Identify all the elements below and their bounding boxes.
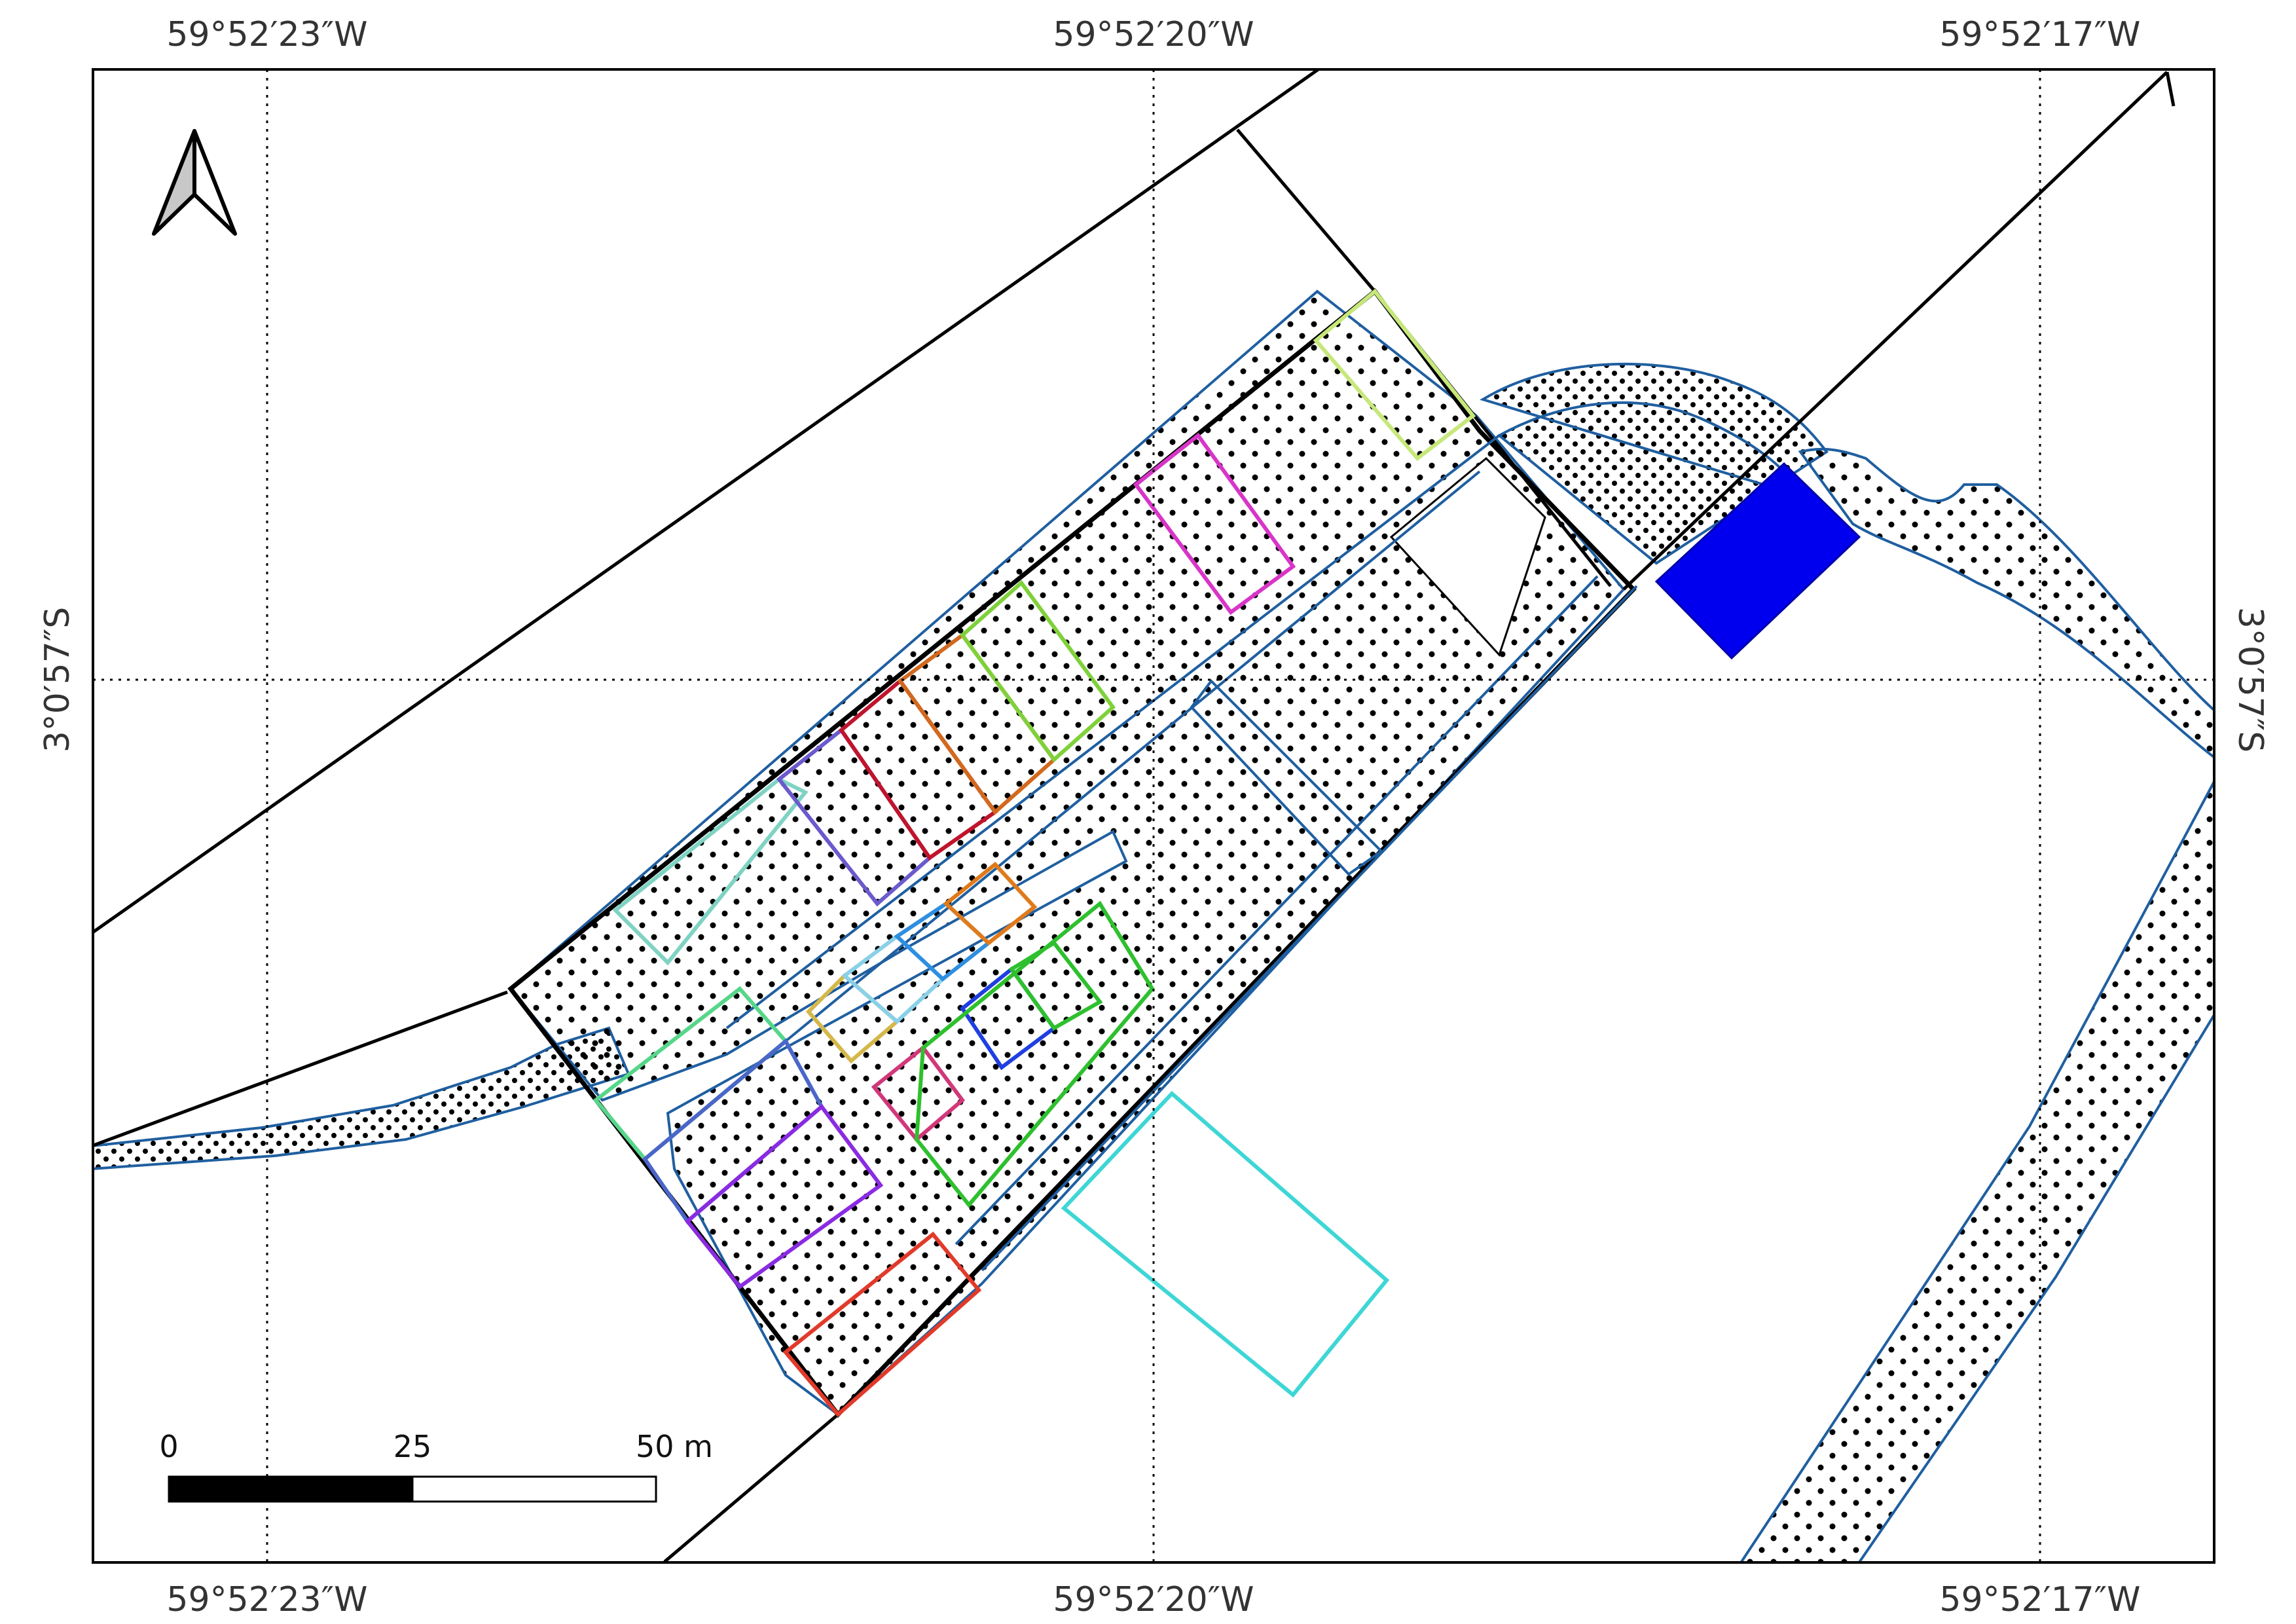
- parcel-line-ne2: [2165, 71, 2176, 107]
- lot-7: [1133, 432, 1296, 616]
- lot-6: [1313, 288, 1476, 462]
- parcel-outline-main: [507, 288, 1637, 1418]
- scale-label-25: 25: [393, 1429, 432, 1464]
- inner-road-edge-b: [955, 575, 1638, 1272]
- lot-15: [943, 861, 1038, 946]
- lot-19: [914, 900, 1155, 1208]
- inner-block: [1389, 456, 1546, 657]
- left-label: 3°0′57″S: [38, 607, 77, 753]
- north-arrow-icon: [152, 129, 237, 236]
- top-label-1: 59°52′23″W: [166, 15, 367, 54]
- top-label-2: 59°52′20″W: [1053, 15, 1254, 54]
- map-border: [92, 68, 2215, 1564]
- right-label: 3°0′57″S: [2231, 607, 2270, 753]
- bottom-label-1: 59°52′23″W: [166, 1580, 367, 1619]
- bottom-label-3: 59°52′17″W: [1939, 1580, 2140, 1619]
- inner-road-edge-a: [725, 434, 1501, 1043]
- inner-block-blue: [1190, 678, 1384, 876]
- lot-16: [871, 1044, 966, 1143]
- road-north-curve: [1480, 362, 1829, 565]
- lot-highlight: [1654, 462, 1861, 660]
- scale-bar: 0 25 50 m: [159, 1429, 713, 1503]
- parcel-line-wsw: [93, 990, 508, 1147]
- road-east-curve: [1798, 447, 2214, 759]
- lot-11: [782, 1231, 982, 1418]
- scale-label-50: 50 m: [636, 1429, 713, 1464]
- bottom-label-2: 59°52′20″W: [1053, 1580, 1254, 1619]
- lot-5: [959, 580, 1116, 763]
- scale-label-0: 0: [159, 1429, 178, 1464]
- map-content: [93, 69, 2214, 1562]
- parcel-line-south: [663, 1413, 839, 1562]
- lot-10: [684, 1103, 884, 1290]
- top-label-3: 59°52′17″W: [1939, 15, 2140, 54]
- lot-cyan: [1061, 1090, 1390, 1398]
- lot-1: [612, 777, 809, 966]
- parcel-line-ne: [1622, 71, 2168, 591]
- parcel-line-nw: [93, 69, 1321, 934]
- road-southeast: [1739, 779, 2214, 1562]
